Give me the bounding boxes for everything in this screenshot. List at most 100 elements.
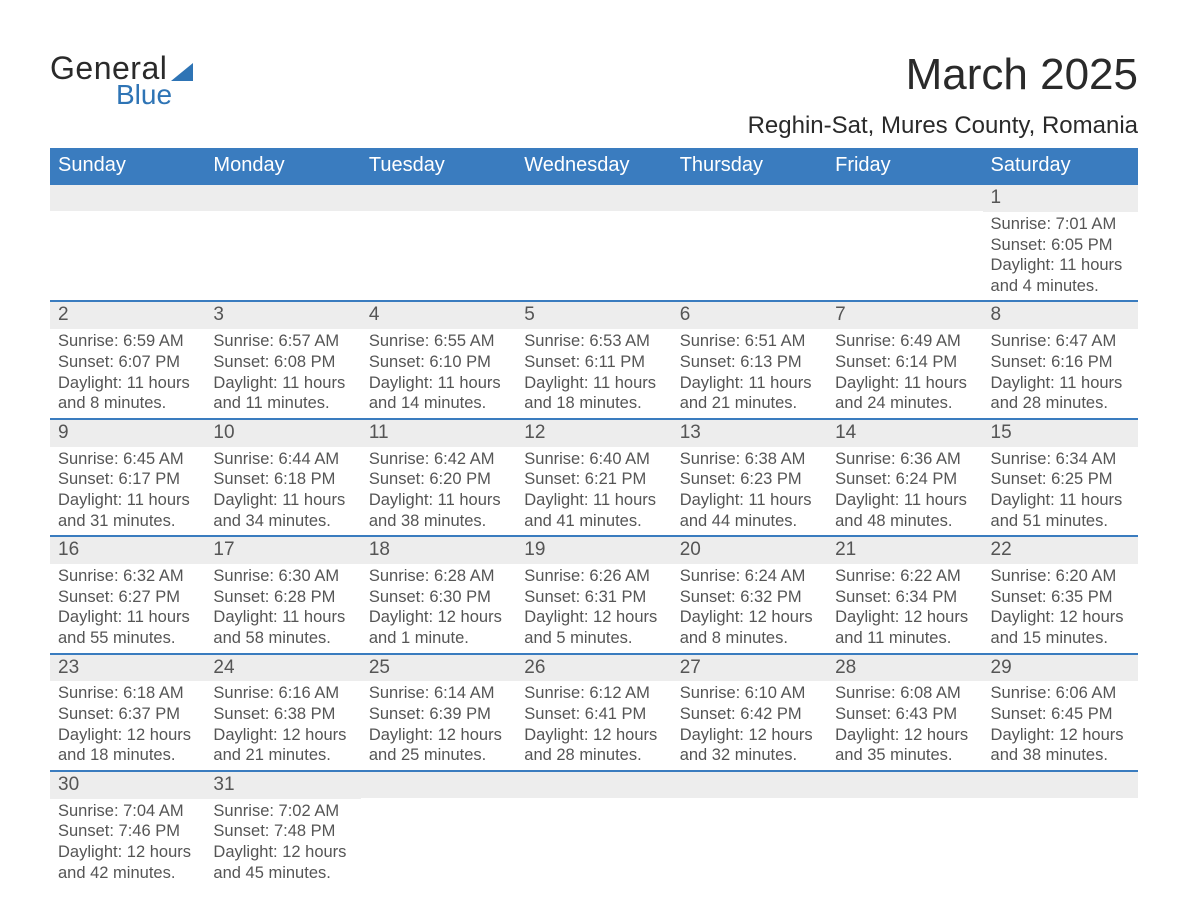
sunrise-line: Sunrise: 7:04 AM [58, 801, 197, 822]
empty-day [50, 185, 205, 211]
calendar-cell: 6Sunrise: 6:51 AMSunset: 6:13 PMDaylight… [672, 302, 827, 417]
sunrise-line: Sunrise: 6:59 AM [58, 331, 197, 352]
day-number: 15 [983, 420, 1138, 447]
week-row: 1Sunrise: 7:01 AMSunset: 6:05 PMDaylight… [50, 185, 1138, 302]
day-data: Sunrise: 6:47 AMSunset: 6:16 PMDaylight:… [983, 329, 1138, 414]
calendar-cell: 17Sunrise: 6:30 AMSunset: 6:28 PMDayligh… [205, 537, 360, 652]
daylight-line-1: Daylight: 11 hours [369, 490, 508, 511]
daylight-line-1: Daylight: 12 hours [991, 607, 1130, 628]
day-data: Sunrise: 6:34 AMSunset: 6:25 PMDaylight:… [983, 447, 1138, 532]
day-number: 28 [827, 655, 982, 682]
sunrise-line: Sunrise: 6:18 AM [58, 683, 197, 704]
day-data: Sunrise: 6:44 AMSunset: 6:18 PMDaylight:… [205, 447, 360, 532]
day-number: 31 [205, 772, 360, 799]
sunset-line: Sunset: 6:45 PM [991, 704, 1130, 725]
day-header: Wednesday [516, 148, 671, 185]
calendar-cell: 7Sunrise: 6:49 AMSunset: 6:14 PMDaylight… [827, 302, 982, 417]
empty-day [516, 772, 671, 798]
sunrise-line: Sunrise: 6:24 AM [680, 566, 819, 587]
daylight-line-1: Daylight: 12 hours [524, 607, 663, 628]
day-data: Sunrise: 6:53 AMSunset: 6:11 PMDaylight:… [516, 329, 671, 414]
calendar-cell [827, 185, 982, 300]
day-number: 22 [983, 537, 1138, 564]
week-row: 9Sunrise: 6:45 AMSunset: 6:17 PMDaylight… [50, 420, 1138, 537]
sunrise-line: Sunrise: 6:55 AM [369, 331, 508, 352]
sunset-line: Sunset: 6:27 PM [58, 587, 197, 608]
daylight-line-2: and 18 minutes. [524, 393, 663, 414]
calendar-cell: 25Sunrise: 6:14 AMSunset: 6:39 PMDayligh… [361, 655, 516, 770]
sunset-line: Sunset: 6:08 PM [213, 352, 352, 373]
sunset-line: Sunset: 6:17 PM [58, 469, 197, 490]
day-data: Sunrise: 6:49 AMSunset: 6:14 PMDaylight:… [827, 329, 982, 414]
day-number: 14 [827, 420, 982, 447]
page-title: March 2025 [748, 50, 1138, 100]
daylight-line-1: Daylight: 12 hours [835, 607, 974, 628]
calendar-cell [50, 185, 205, 300]
daylight-line-1: Daylight: 11 hours [524, 373, 663, 394]
sunset-line: Sunset: 7:46 PM [58, 821, 197, 842]
day-data: Sunrise: 6:40 AMSunset: 6:21 PMDaylight:… [516, 447, 671, 532]
day-data: Sunrise: 7:04 AMSunset: 7:46 PMDaylight:… [50, 799, 205, 884]
day-data: Sunrise: 6:06 AMSunset: 6:45 PMDaylight:… [983, 681, 1138, 766]
week-row: 2Sunrise: 6:59 AMSunset: 6:07 PMDaylight… [50, 302, 1138, 419]
week-row: 30Sunrise: 7:04 AMSunset: 7:46 PMDayligh… [50, 772, 1138, 887]
day-header-row: SundayMondayTuesdayWednesdayThursdayFrid… [50, 148, 1138, 185]
daylight-line-2: and 35 minutes. [835, 745, 974, 766]
day-number: 2 [50, 302, 205, 329]
daylight-line-1: Daylight: 12 hours [835, 725, 974, 746]
sunrise-line: Sunrise: 6:40 AM [524, 449, 663, 470]
calendar: SundayMondayTuesdayWednesdayThursdayFrid… [50, 148, 1138, 887]
sunset-line: Sunset: 6:07 PM [58, 352, 197, 373]
sunrise-line: Sunrise: 6:12 AM [524, 683, 663, 704]
sunset-line: Sunset: 6:32 PM [680, 587, 819, 608]
day-header: Tuesday [361, 148, 516, 185]
day-header: Thursday [672, 148, 827, 185]
daylight-line-2: and 18 minutes. [58, 745, 197, 766]
daylight-line-1: Daylight: 12 hours [369, 725, 508, 746]
day-number: 6 [672, 302, 827, 329]
daylight-line-1: Daylight: 11 hours [835, 490, 974, 511]
daylight-line-2: and 38 minutes. [369, 511, 508, 532]
day-data: Sunrise: 6:36 AMSunset: 6:24 PMDaylight:… [827, 447, 982, 532]
calendar-cell [672, 185, 827, 300]
day-data: Sunrise: 6:28 AMSunset: 6:30 PMDaylight:… [361, 564, 516, 649]
day-header: Monday [205, 148, 360, 185]
day-data: Sunrise: 7:02 AMSunset: 7:48 PMDaylight:… [205, 799, 360, 884]
day-number: 3 [205, 302, 360, 329]
daylight-line-2: and 25 minutes. [369, 745, 508, 766]
day-data: Sunrise: 6:45 AMSunset: 6:17 PMDaylight:… [50, 447, 205, 532]
day-data: Sunrise: 6:16 AMSunset: 6:38 PMDaylight:… [205, 681, 360, 766]
daylight-line-2: and 28 minutes. [524, 745, 663, 766]
calendar-cell: 26Sunrise: 6:12 AMSunset: 6:41 PMDayligh… [516, 655, 671, 770]
sunset-line: Sunset: 6:10 PM [369, 352, 508, 373]
sunrise-line: Sunrise: 6:44 AM [213, 449, 352, 470]
header: General Blue March 2025 Reghin-Sat, Mure… [50, 50, 1138, 140]
calendar-cell: 24Sunrise: 6:16 AMSunset: 6:38 PMDayligh… [205, 655, 360, 770]
calendar-cell [516, 185, 671, 300]
calendar-cell: 29Sunrise: 6:06 AMSunset: 6:45 PMDayligh… [983, 655, 1138, 770]
daylight-line-1: Daylight: 12 hours [213, 842, 352, 863]
daylight-line-2: and 41 minutes. [524, 511, 663, 532]
sunset-line: Sunset: 6:23 PM [680, 469, 819, 490]
day-number: 23 [50, 655, 205, 682]
calendar-cell: 3Sunrise: 6:57 AMSunset: 6:08 PMDaylight… [205, 302, 360, 417]
sunrise-line: Sunrise: 6:06 AM [991, 683, 1130, 704]
day-data: Sunrise: 6:30 AMSunset: 6:28 PMDaylight:… [205, 564, 360, 649]
daylight-line-2: and 15 minutes. [991, 628, 1130, 649]
day-number: 29 [983, 655, 1138, 682]
title-block: March 2025 Reghin-Sat, Mures County, Rom… [748, 50, 1138, 140]
calendar-cell: 11Sunrise: 6:42 AMSunset: 6:20 PMDayligh… [361, 420, 516, 535]
daylight-line-2: and 11 minutes. [213, 393, 352, 414]
sunrise-line: Sunrise: 6:36 AM [835, 449, 974, 470]
calendar-cell: 21Sunrise: 6:22 AMSunset: 6:34 PMDayligh… [827, 537, 982, 652]
daylight-line-2: and 8 minutes. [58, 393, 197, 414]
daylight-line-1: Daylight: 11 hours [991, 255, 1130, 276]
brand-triangle-icon [171, 63, 193, 81]
calendar-cell: 10Sunrise: 6:44 AMSunset: 6:18 PMDayligh… [205, 420, 360, 535]
day-number: 24 [205, 655, 360, 682]
sunset-line: Sunset: 6:28 PM [213, 587, 352, 608]
daylight-line-1: Daylight: 11 hours [58, 373, 197, 394]
daylight-line-2: and 4 minutes. [991, 276, 1130, 297]
sunset-line: Sunset: 6:13 PM [680, 352, 819, 373]
sunrise-line: Sunrise: 6:26 AM [524, 566, 663, 587]
